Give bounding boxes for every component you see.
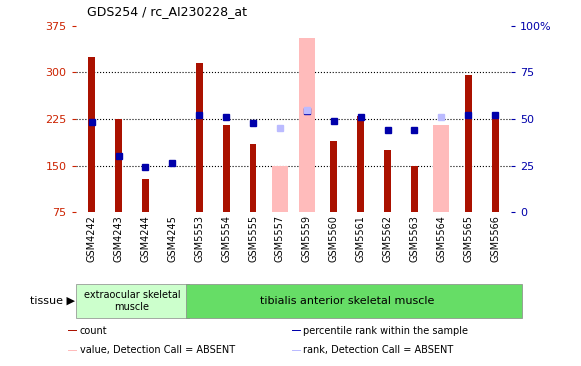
Bar — [411, 165, 418, 212]
Bar — [69, 330, 77, 332]
Bar — [492, 116, 498, 212]
Bar — [384, 150, 391, 212]
Bar — [115, 119, 122, 212]
Bar — [299, 38, 315, 212]
Bar — [196, 63, 203, 212]
Text: count: count — [80, 326, 107, 336]
Bar — [223, 125, 229, 212]
Text: tibialis anterior skeletal muscle: tibialis anterior skeletal muscle — [260, 296, 435, 306]
Bar — [433, 125, 450, 212]
Text: rank, Detection Call = ABSENT: rank, Detection Call = ABSENT — [303, 345, 454, 355]
Bar — [272, 165, 288, 212]
Text: extraocular skeletal
muscle: extraocular skeletal muscle — [84, 290, 180, 312]
Bar — [76, 284, 188, 318]
Bar — [292, 350, 301, 351]
Bar — [142, 179, 149, 212]
Bar — [186, 284, 522, 318]
Text: tissue ▶: tissue ▶ — [30, 296, 75, 306]
Bar — [69, 350, 77, 351]
Text: GDS254 / rc_AI230228_at: GDS254 / rc_AI230228_at — [87, 5, 247, 18]
Bar — [250, 144, 256, 212]
Text: value, Detection Call = ABSENT: value, Detection Call = ABSENT — [80, 345, 235, 355]
Bar — [88, 57, 95, 212]
Bar — [357, 116, 364, 212]
Bar — [292, 330, 301, 332]
Bar — [331, 141, 337, 212]
Bar — [465, 75, 472, 212]
Text: percentile rank within the sample: percentile rank within the sample — [303, 326, 468, 336]
